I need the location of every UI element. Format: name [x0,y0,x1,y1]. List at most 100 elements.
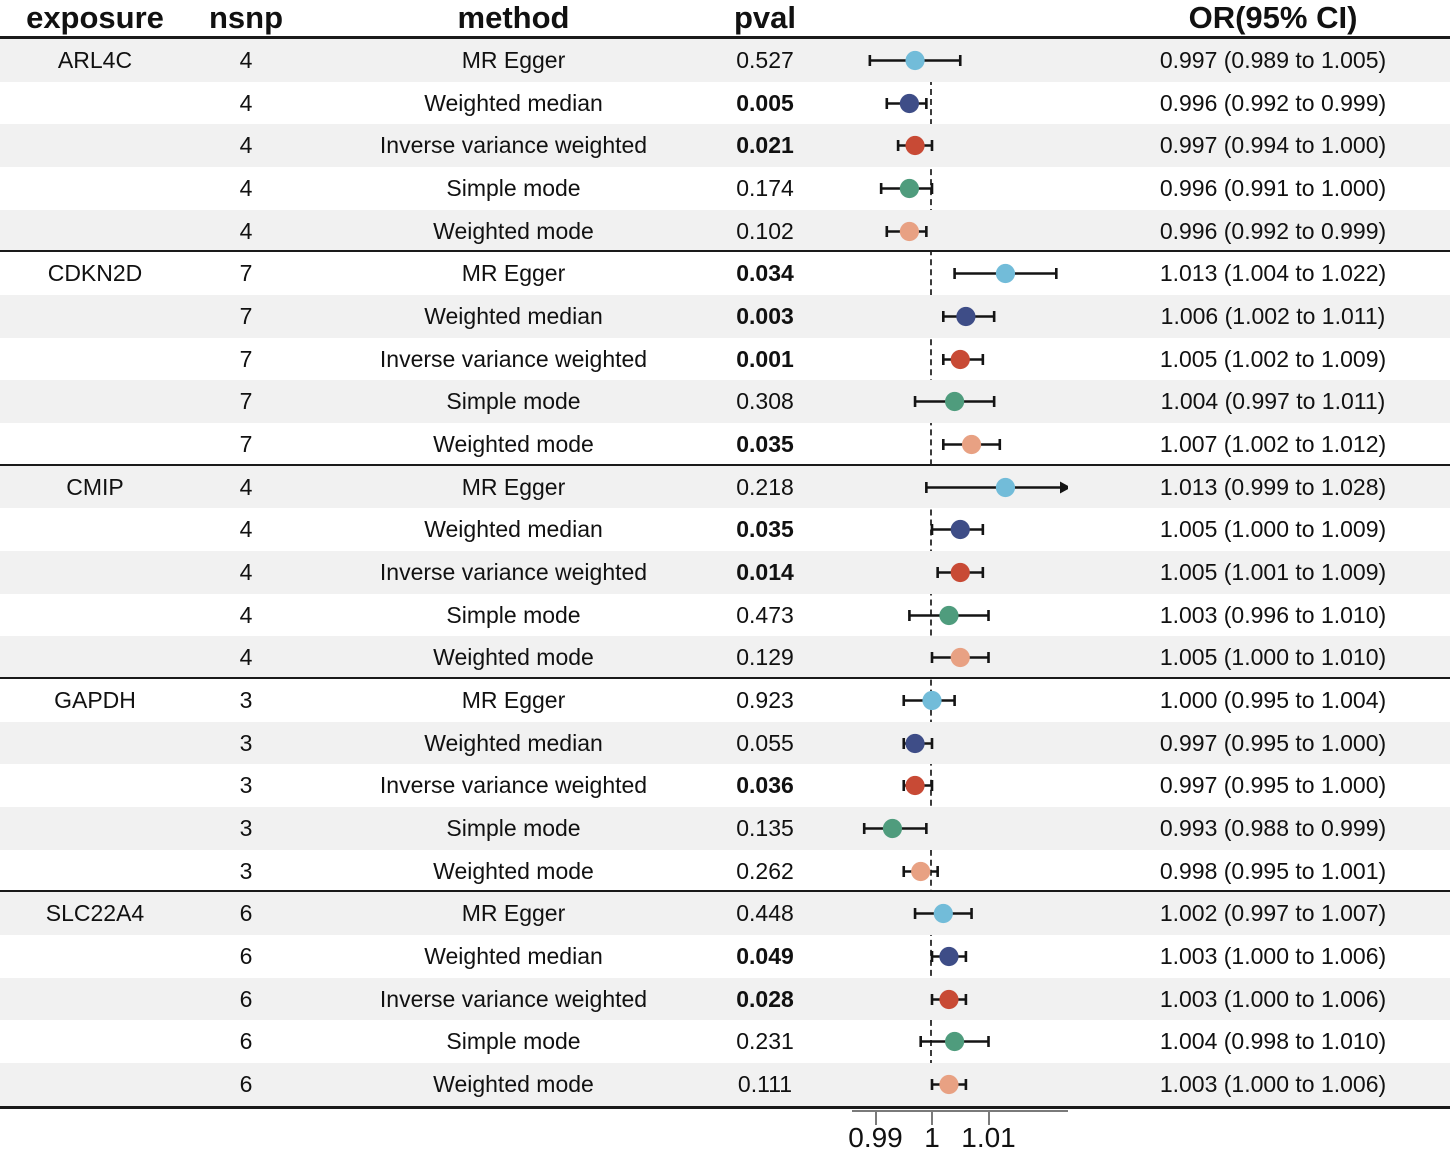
nsnp-cell: 7 [239,388,253,415]
method-cell: MR Egger [461,686,566,713]
exposure-block-slc22a4: SLC22A4 6 MR Egger 0.448 1.002 (0.997 to… [0,892,1450,1106]
or-ci-cell: 1.013 (0.999 to 1.028) [1159,473,1387,500]
nsnp-cell: 4 [239,89,253,116]
method-cell: Weighted mode [433,430,594,457]
forest-row-plot [852,508,1068,551]
exposure-block-arl4c: ARL4C 4 MR Egger 0.527 0.997 (0.989 to 1… [0,39,1450,253]
ci-marker [913,392,996,412]
ci-marker [902,733,934,753]
pval-cell: 0.135 [736,814,794,841]
ci-marker [930,989,968,1009]
pval-cell: 0.001 [736,345,794,372]
table-row: 6 Weighted mode 0.111 1.003 (1.000 to 1.… [0,1063,1450,1106]
header-or-ci: OR(95% CI) [1188,0,1358,35]
pval-cell: 0.174 [736,174,794,201]
nsnp-cell: 7 [239,260,253,287]
table-row: 7 Simple mode 0.308 1.004 (0.997 to 1.01… [0,380,1450,424]
forest-row-plot [852,636,1068,679]
table-row: 3 Simple mode 0.135 0.993 (0.988 to 0.99… [0,807,1450,850]
ci-marker [879,178,934,199]
nsnp-cell: 6 [239,1070,253,1097]
forest-row-plot [852,935,1068,978]
nsnp-cell: 7 [239,345,253,372]
method-cell: Weighted mode [433,1070,594,1097]
pval-cell: 0.473 [736,601,794,628]
or-ci-cell: 1.013 (1.004 to 1.022) [1159,260,1387,287]
table-row: 3 Inverse variance weighted 0.036 0.997 … [0,764,1450,807]
x-axis-tick-label: 1.01 [961,1122,1016,1153]
method-cell: Simple mode [446,388,581,415]
forest-row-plot [852,295,1068,338]
pval-cell: 0.036 [736,772,794,799]
ci-marker [868,50,962,71]
table-row: CMIP 4 MR Egger 0.218 1.013 (0.999 to 1.… [0,465,1450,509]
ci-marker [885,221,928,241]
x-axis-line [852,1110,1068,1112]
method-cell: Weighted mode [433,644,594,671]
method-cell: Inverse variance weighted [379,558,648,585]
or-ci-cell: 1.007 (1.002 to 1.012) [1159,430,1387,457]
method-cell: MR Egger [461,900,566,927]
nsnp-cell: 4 [239,217,253,244]
ci-marker [942,434,1002,455]
header-nsnp: nsnp [208,0,284,35]
or-ci-cell: 0.998 (0.995 to 1.001) [1159,857,1387,884]
or-ci-cell: 0.996 (0.991 to 1.000) [1159,174,1387,201]
nsnp-cell: 3 [239,814,253,841]
table-row: 4 Weighted median 0.005 0.996 (0.992 to … [0,82,1450,125]
or-ci-cell: 1.000 (0.995 to 1.004) [1159,686,1387,713]
ci-marker [930,648,990,668]
table-row: 4 Weighted mode 0.102 0.996 (0.992 to 0.… [0,209,1450,253]
header-pval: pval [733,0,797,35]
table-body: ARL4C 4 MR Egger 0.527 0.997 (0.989 to 1… [0,39,1450,1106]
or-ci-cell: 0.997 (0.995 to 1.000) [1159,772,1387,799]
x-axis-tick-label: 0.99 [848,1122,903,1153]
nsnp-cell: 6 [239,942,253,969]
method-cell: Weighted median [424,516,603,543]
method-cell: Weighted median [424,302,603,329]
exposure-cell: CDKN2D [47,260,143,287]
nsnp-cell: 3 [239,686,253,713]
exposure-cell: CMIP [66,473,124,500]
pval-cell: 0.129 [736,644,794,671]
method-cell: Inverse variance weighted [379,132,648,159]
pval-cell: 0.231 [736,1028,794,1055]
forest-row-plot [852,764,1068,807]
or-ci-cell: 0.993 (0.988 to 0.999) [1159,814,1387,841]
method-cell: Weighted median [424,729,603,756]
pval-cell: 0.527 [736,46,794,73]
table-row: 4 Simple mode 0.174 0.996 (0.991 to 1.00… [0,167,1450,210]
ci-marker [902,690,956,711]
nsnp-cell: 4 [239,473,253,500]
pval-cell: 0.055 [736,729,794,756]
header-exposure: exposure [26,0,164,35]
exposure-cell: ARL4C [57,46,133,73]
or-ci-cell: 1.005 (1.000 to 1.010) [1159,644,1387,671]
method-cell: Weighted median [424,942,603,969]
forest-row-plot [852,380,1068,423]
table-row: SLC22A4 6 MR Egger 0.448 1.002 (0.997 to… [0,892,1450,936]
ci-marker [885,93,928,113]
table-row: ARL4C 4 MR Egger 0.527 0.997 (0.989 to 1… [0,39,1450,82]
method-cell: Weighted median [424,89,603,116]
pval-cell: 0.028 [736,985,794,1012]
forest-row-plot [852,892,1068,935]
pval-cell: 0.035 [736,430,794,457]
method-cell: Simple mode [446,174,581,201]
exposure-block-cdkn2d: CDKN2D 7 MR Egger 0.034 1.013 (1.004 to … [0,252,1450,467]
nsnp-cell: 6 [239,900,253,927]
nsnp-cell: 3 [239,729,253,756]
ci-marker [862,818,928,839]
nsnp-cell: 4 [239,558,253,585]
forest-row-plot [852,338,1068,381]
header-method: method [457,0,570,35]
ci-marker [953,264,1058,284]
ci-marker [930,520,985,540]
or-ci-cell: 0.996 (0.992 to 0.999) [1159,217,1387,244]
table-row: 4 Inverse variance weighted 0.014 1.005 … [0,551,1450,594]
forest-row-plot [852,679,1068,722]
pval-cell: 0.035 [736,516,794,543]
table-row: CDKN2D 7 MR Egger 0.034 1.013 (1.004 to … [0,252,1450,295]
or-ci-cell: 1.003 (1.000 to 1.006) [1159,985,1387,1012]
ci-marker ci-arrow [925,477,1068,497]
